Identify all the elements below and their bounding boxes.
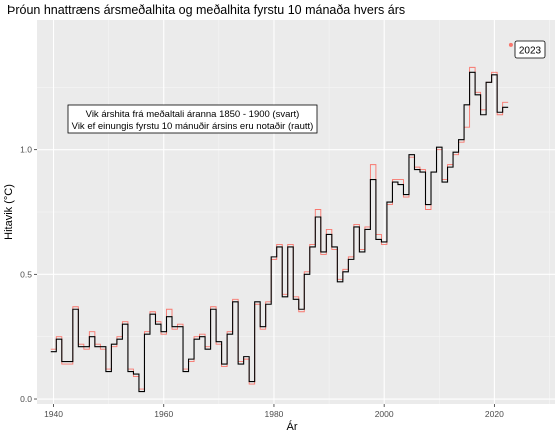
legend-annotation: Vik árshita frá meðaltali áranna 1850 - …: [67, 104, 318, 134]
x-tick-label: 1960: [154, 409, 173, 419]
chart-title: Þróun hnattræns ársmeðalhita og meðalhit…: [7, 3, 405, 17]
annotation-line-2: Vik ef einungis fyrstu 10 mánuðir ársins…: [72, 121, 314, 132]
data-point-2023: [508, 42, 513, 47]
y-axis-label: Hitavik (°C): [3, 184, 15, 240]
x-tick-label: 1980: [264, 409, 283, 419]
axis-layer: 1940 1960 1980 2000 2020 0.0 0.5 1.0: [20, 145, 504, 419]
x-tick-label: 2020: [485, 409, 504, 419]
series-layer: [50, 66, 509, 393]
x-tick-label: 1940: [44, 409, 63, 419]
y-tick-label: 0.5: [20, 269, 32, 279]
y-tick-label: 0.0: [20, 394, 32, 404]
annotation-frame: [67, 104, 318, 134]
annotation-line-1: Vik árshita frá meðaltali áranna 1850 - …: [86, 109, 300, 120]
grid: [37, 20, 555, 404]
series-line-annual: [50, 71, 509, 393]
point-label-text: 2023: [519, 46, 542, 57]
x-tick-label: 2000: [375, 409, 394, 419]
point-label-frame: [514, 40, 546, 59]
y-tick-label: 1.0: [20, 145, 32, 155]
x-axis-label: Ár: [287, 420, 298, 433]
point-label: 2023: [514, 40, 546, 59]
